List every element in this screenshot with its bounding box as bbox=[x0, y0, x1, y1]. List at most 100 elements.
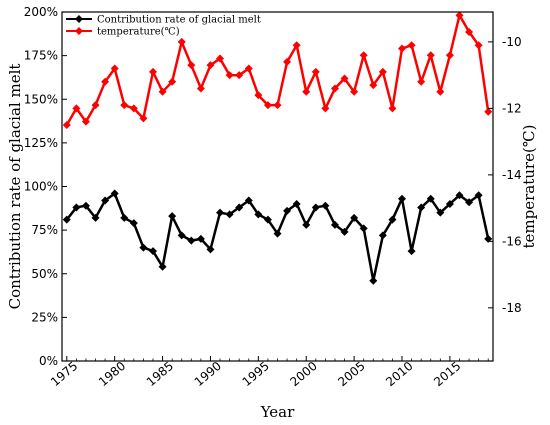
x-tick-label-2010: 2010 bbox=[383, 359, 415, 389]
series-0-point-1999 bbox=[292, 199, 301, 208]
series-0-point-1998 bbox=[283, 206, 292, 215]
series-0-point-1997 bbox=[273, 229, 282, 238]
x-axis-title: Year bbox=[260, 403, 295, 421]
series-1-point-2009 bbox=[388, 104, 397, 113]
legend-marker-temperature bbox=[75, 27, 83, 35]
series-0-point-1995 bbox=[254, 210, 263, 219]
series-1-point-2010 bbox=[398, 44, 407, 53]
y-right-tick-label--18: -18 bbox=[502, 301, 522, 315]
series-1-point-1980 bbox=[110, 64, 119, 73]
series-0-point-1977 bbox=[81, 201, 90, 210]
series-0-point-2001 bbox=[311, 203, 320, 212]
series-1-point-1984 bbox=[148, 67, 157, 76]
x-tick-label-2005: 2005 bbox=[335, 359, 367, 389]
series-0-point-1992 bbox=[225, 210, 234, 219]
series-0-point-2016 bbox=[455, 191, 464, 200]
legend: Contribution rate of glacial melt temper… bbox=[66, 15, 261, 38]
series-1-point-2002 bbox=[321, 104, 330, 113]
legend-marker-contribution bbox=[75, 15, 83, 23]
series-1-point-2001 bbox=[311, 67, 320, 76]
y-left-tick-label-25: 25% bbox=[31, 310, 58, 324]
series-0-point-2002 bbox=[321, 201, 330, 210]
series-1-point-2006 bbox=[359, 51, 368, 60]
series-0-point-2005 bbox=[350, 213, 359, 222]
y-right-tick-label--14: -14 bbox=[502, 168, 522, 182]
series-0-point-1981 bbox=[120, 213, 129, 222]
y-right-tick-label--16: -16 bbox=[502, 234, 522, 248]
series-1-point-1978 bbox=[91, 101, 100, 110]
series-1-point-2003 bbox=[330, 84, 339, 93]
series-0-point-1982 bbox=[129, 219, 138, 228]
y-right-tick-label--12: -12 bbox=[502, 101, 522, 115]
series-0-point-1988 bbox=[187, 236, 196, 245]
y-left-tick-label-100: 100% bbox=[24, 180, 58, 194]
series-1-point-1989 bbox=[196, 84, 205, 93]
series-1-point-1983 bbox=[139, 114, 148, 123]
y-left-tick-label-50: 50% bbox=[31, 267, 58, 281]
series-1-point-1976 bbox=[72, 104, 81, 113]
series-1-point-2017 bbox=[465, 27, 474, 36]
y-right-axis-title: temperature(℃) bbox=[520, 125, 538, 249]
series-0-point-2000 bbox=[302, 220, 311, 229]
legend-label-contribution: Contribution rate of glacial melt bbox=[97, 15, 261, 26]
series-0-point-2004 bbox=[340, 227, 349, 236]
series-0-point-2006 bbox=[359, 224, 368, 233]
series-0-point-1996 bbox=[263, 215, 272, 224]
y-left-tick-label-125: 125% bbox=[24, 136, 58, 150]
series-1-point-2014 bbox=[436, 87, 445, 96]
series-1-point-1995 bbox=[254, 91, 263, 100]
series-1-point-1977 bbox=[81, 117, 90, 126]
series-0-point-1975 bbox=[62, 215, 71, 224]
series-1-point-2016 bbox=[455, 11, 464, 20]
x-tick-label-1995: 1995 bbox=[240, 359, 272, 389]
series-1-point-2012 bbox=[417, 77, 426, 86]
series-1-point-1981 bbox=[120, 101, 129, 110]
series-0-point-1983 bbox=[139, 243, 148, 252]
series-1-point-2015 bbox=[445, 51, 454, 60]
series-0-point-2010 bbox=[398, 194, 407, 203]
x-tick-label-1990: 1990 bbox=[192, 359, 224, 389]
series-1-point-2013 bbox=[426, 51, 435, 60]
series-1-point-1996 bbox=[263, 101, 272, 110]
series-0-point-2013 bbox=[426, 194, 435, 203]
series-1-point-1987 bbox=[177, 37, 186, 46]
series-0-point-1993 bbox=[235, 203, 244, 212]
series-0-point-1994 bbox=[244, 196, 253, 205]
series-0-point-1991 bbox=[216, 208, 225, 217]
series-0-point-1979 bbox=[101, 196, 110, 205]
series-0-point-2012 bbox=[417, 203, 426, 212]
x-tick-label-1980: 1980 bbox=[96, 359, 128, 389]
x-tick-label-1985: 1985 bbox=[144, 359, 176, 389]
series-1-point-1992 bbox=[225, 71, 234, 80]
y-left-tick-label-75: 75% bbox=[31, 223, 58, 237]
y-left-tick-label-175: 175% bbox=[24, 49, 58, 63]
series-0-point-1978 bbox=[91, 213, 100, 222]
legend-label-temperature: temperature(℃) bbox=[97, 27, 180, 38]
series-0-point-1990 bbox=[206, 245, 215, 254]
series-1-point-1997 bbox=[273, 101, 282, 110]
series-0-point-1980 bbox=[110, 189, 119, 198]
y-left-tick-label-0: 0% bbox=[39, 354, 58, 368]
series-1-point-1986 bbox=[168, 77, 177, 86]
series-0-point-2003 bbox=[330, 220, 339, 229]
series-1-point-1979 bbox=[101, 77, 110, 86]
series-1-point-2005 bbox=[350, 87, 359, 96]
series-0-point-2008 bbox=[378, 231, 387, 240]
series-0-point-2011 bbox=[407, 247, 416, 256]
series-1-point-1985 bbox=[158, 87, 167, 96]
series-1-point-1990 bbox=[206, 61, 215, 70]
series-1-point-1982 bbox=[129, 104, 138, 113]
y-left-axis-title: Contribution rate of glacial melt bbox=[6, 64, 24, 310]
series-0-point-2018 bbox=[474, 191, 483, 200]
series-1-point-2000 bbox=[302, 87, 311, 96]
series-0-point-1985 bbox=[158, 262, 167, 271]
series-1-point-2008 bbox=[378, 67, 387, 76]
series-layer bbox=[62, 11, 493, 285]
series-1-point-1988 bbox=[187, 61, 196, 70]
series-1-point-1975 bbox=[62, 121, 71, 130]
series-1-point-1994 bbox=[244, 64, 253, 73]
x-tick-label-2015: 2015 bbox=[431, 359, 463, 389]
series-0-point-2007 bbox=[369, 276, 378, 285]
series-1-point-2004 bbox=[340, 74, 349, 83]
